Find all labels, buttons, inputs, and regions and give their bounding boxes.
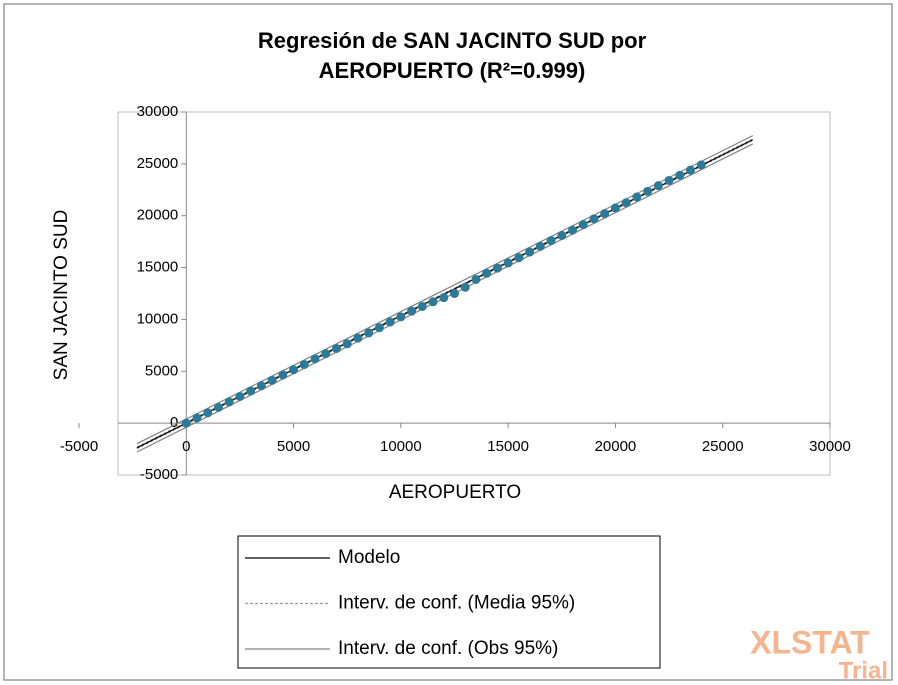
data-point — [374, 323, 384, 333]
legend-label: Interv. de conf. (Obs 95%) — [338, 638, 558, 659]
data-point — [267, 375, 277, 385]
data-point — [342, 339, 352, 349]
data-point — [664, 175, 674, 185]
data-point — [535, 241, 545, 251]
data-point — [331, 343, 341, 353]
legend-label: Modelo — [338, 547, 400, 568]
data-point — [525, 247, 535, 257]
data-point — [557, 230, 567, 240]
data-point — [396, 312, 406, 322]
data-point — [321, 349, 331, 359]
data-point — [450, 289, 459, 298]
y-axis-label: SAN JACINTO SUD — [51, 210, 72, 381]
y-tick-label: -5000 — [140, 466, 178, 483]
x-tick-label: -5000 — [60, 438, 98, 455]
x-tick-label: 10000 — [380, 438, 422, 455]
watermark-brand: XLSTAT — [750, 624, 870, 660]
data-point — [600, 209, 610, 219]
data-point — [256, 381, 266, 391]
y-tick-label: 5000 — [145, 362, 178, 379]
data-point — [246, 386, 256, 396]
data-point — [471, 274, 481, 284]
y-tick-label: 0 — [170, 414, 178, 431]
data-point — [428, 297, 438, 307]
legend-label: Interv. de conf. (Media 95%) — [338, 593, 575, 614]
data-point — [224, 397, 234, 407]
data-point — [686, 165, 696, 175]
data-point — [653, 181, 663, 191]
data-point — [675, 170, 685, 180]
data-point — [492, 263, 502, 273]
x-tick-label: 20000 — [595, 438, 637, 455]
x-axis-label: AEROPUERTO — [389, 482, 521, 503]
data-point — [310, 354, 320, 364]
y-tick-label: 15000 — [137, 259, 179, 276]
data-point — [192, 413, 202, 423]
data-point — [353, 333, 363, 343]
plot-area — [117, 111, 831, 476]
data-point — [213, 402, 223, 412]
data-point — [568, 225, 578, 235]
data-point — [407, 306, 417, 316]
data-point — [299, 360, 309, 370]
data-point — [514, 253, 524, 263]
data-point — [385, 317, 395, 327]
data-point — [503, 258, 513, 268]
chart-title: Regresión de SAN JACINTO SUD por — [258, 28, 647, 53]
data-point — [589, 214, 599, 224]
data-point — [482, 268, 492, 278]
data-point — [643, 186, 653, 196]
watermark-note: Trial — [839, 657, 888, 684]
x-tick-label: 0 — [182, 438, 190, 455]
x-tick-label: 25000 — [702, 438, 744, 455]
data-point — [632, 192, 642, 202]
data-point — [203, 408, 213, 418]
x-tick-label: 15000 — [487, 438, 529, 455]
data-point — [460, 282, 470, 292]
x-tick-label: 30000 — [809, 438, 851, 455]
data-point — [578, 220, 588, 230]
chart-title: AEROPUERTO (R²=0.999) — [319, 58, 586, 83]
data-point — [417, 301, 427, 311]
data-point — [610, 203, 620, 213]
data-point — [696, 160, 706, 170]
data-point — [278, 370, 288, 380]
data-point — [181, 418, 191, 428]
y-tick-label: 25000 — [137, 155, 179, 172]
y-tick-label: 30000 — [137, 103, 179, 120]
data-point — [289, 365, 299, 375]
data-point — [621, 198, 631, 208]
data-point — [235, 391, 245, 401]
data-point — [364, 328, 374, 338]
x-tick-label: 5000 — [277, 438, 310, 455]
data-point — [439, 293, 449, 303]
y-tick-label: 20000 — [137, 207, 179, 224]
data-point — [546, 236, 556, 246]
y-tick-label: 10000 — [137, 310, 179, 327]
